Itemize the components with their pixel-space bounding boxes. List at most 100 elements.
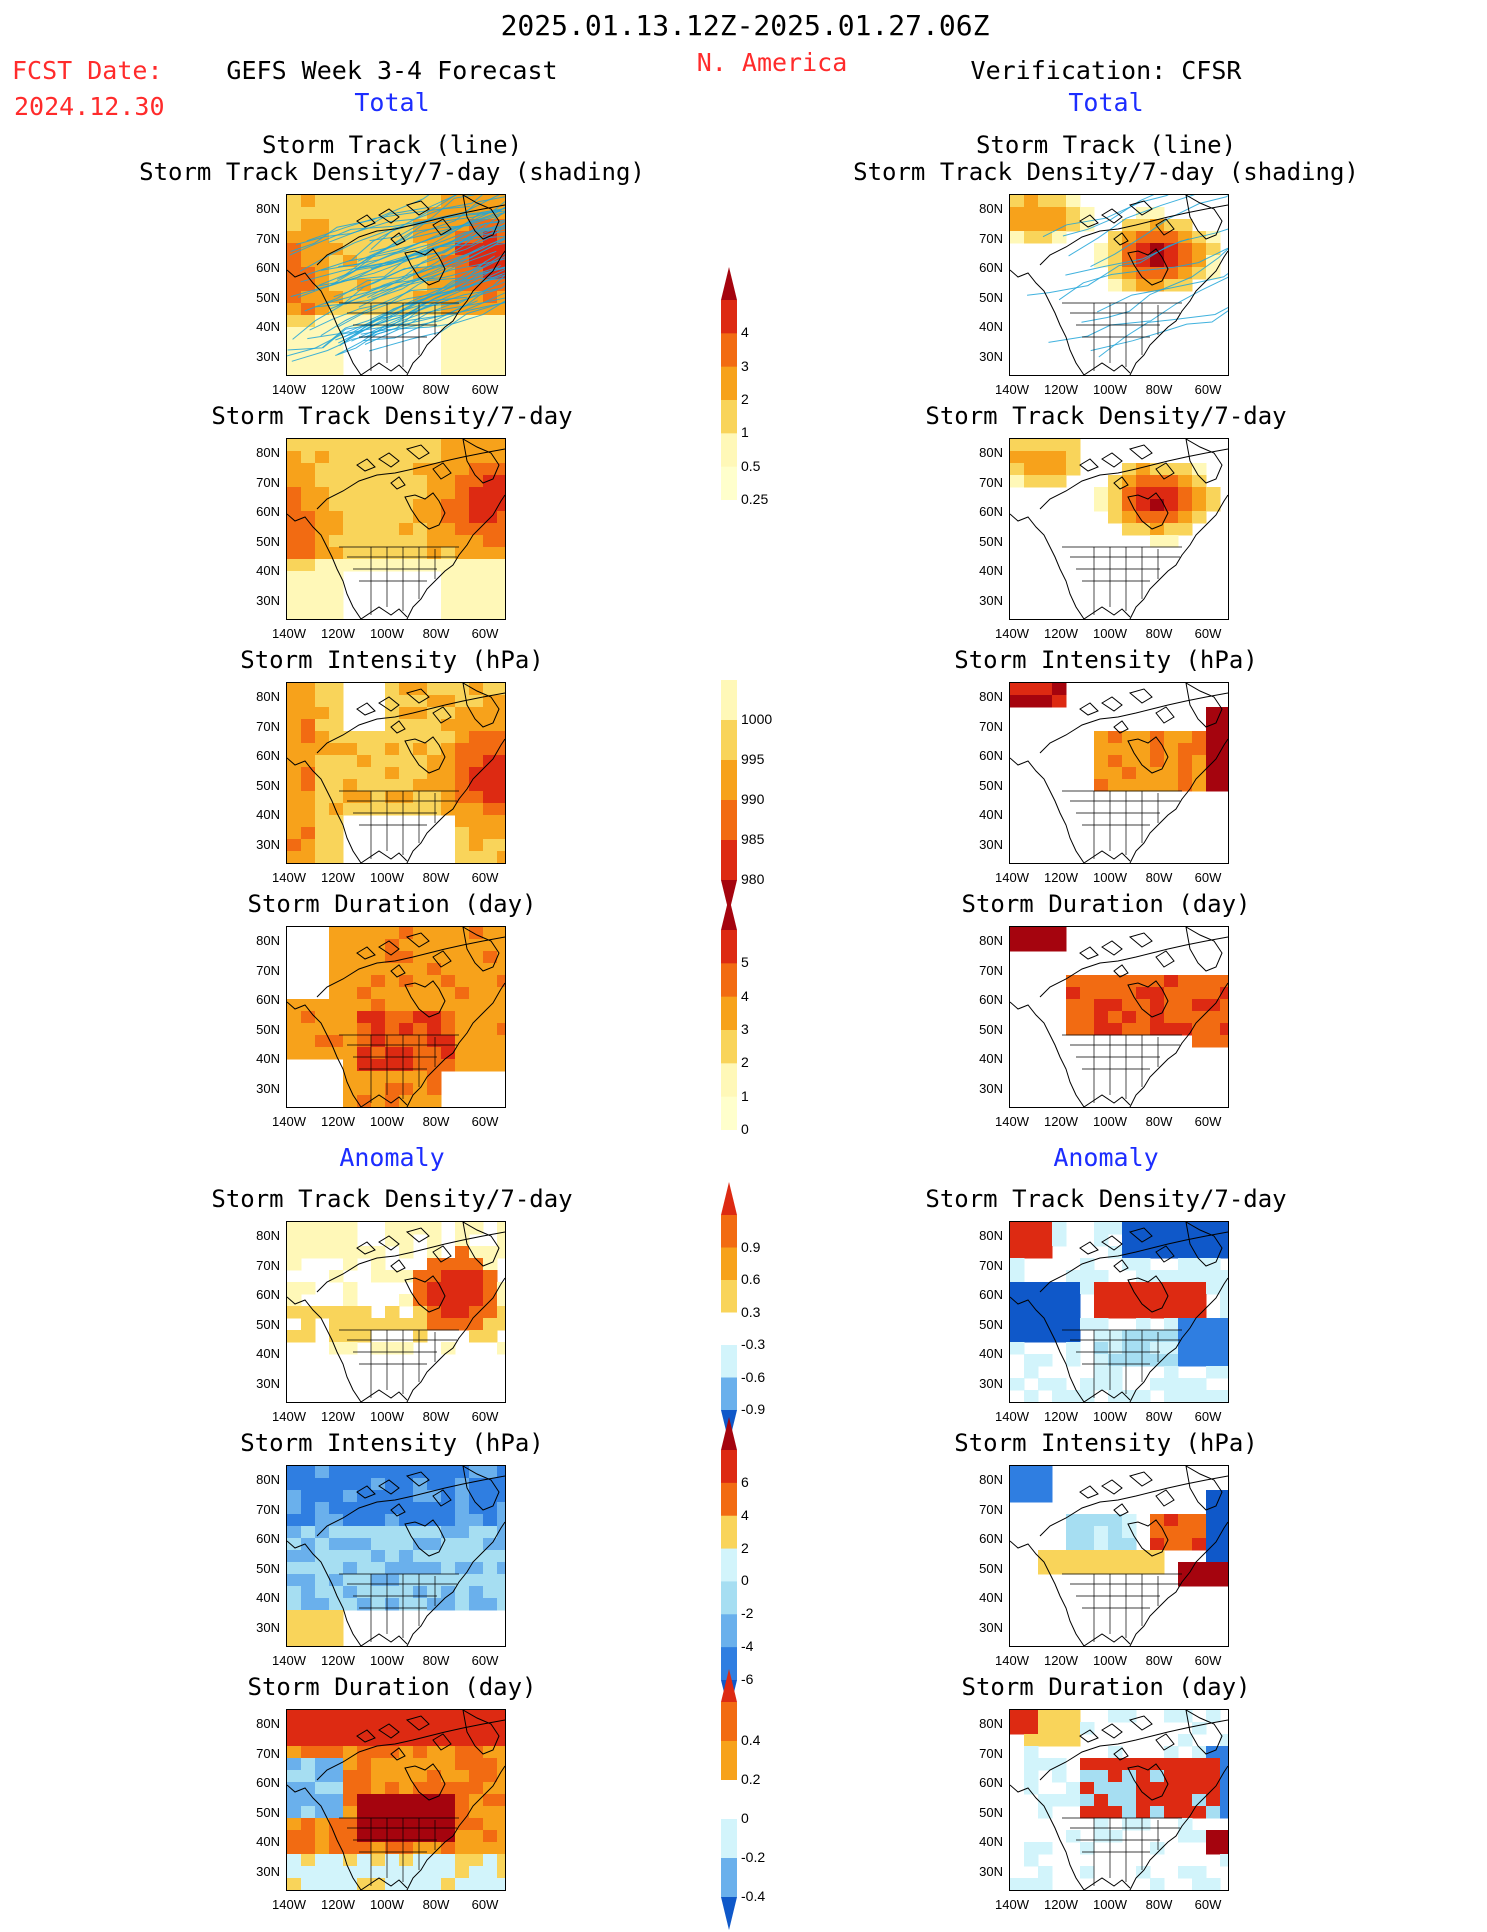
lat-tick-label: 60N — [256, 1531, 280, 1546]
lon-tick-label: 80W — [1145, 1409, 1173, 1424]
lat-tick-label: 30N — [256, 1080, 280, 1096]
lat-tick-label: 60N — [979, 504, 1003, 519]
colorbar-level-label: 0.9 — [741, 1238, 761, 1255]
lon-tick-label: 60W — [1194, 1653, 1222, 1668]
colorbar-level-label: 995 — [741, 751, 765, 767]
colorbar-level-label: 2 — [741, 1539, 749, 1556]
anomaly-label-left: Anomaly — [339, 1143, 445, 1172]
panel-title-duration-right: Storm Duration (day) — [961, 890, 1251, 918]
lat-tick-label: 50N — [979, 777, 1003, 793]
lat-tick-label: 80N — [256, 1716, 280, 1731]
colorbar-level-label: 3 — [741, 357, 749, 374]
map-track-cfsr — [1009, 194, 1229, 376]
lat-tick-label: 70N — [979, 962, 1003, 978]
lat-tick-label: 30N — [979, 1080, 1003, 1096]
lat-tick-label: 80N — [979, 1228, 1003, 1243]
map-intensity-cfsr — [1009, 682, 1229, 864]
lat-tick-label: 70N — [256, 1257, 280, 1273]
lon-tick-label: 60W — [1194, 870, 1222, 885]
colorbar-level-label: 0 — [741, 1572, 749, 1589]
lat-tick-label: 50N — [256, 289, 280, 305]
lat-tick-label: 40N — [256, 1346, 280, 1361]
lat-tick-label: 60N — [256, 1775, 280, 1790]
lat-tick-label: 70N — [256, 1501, 280, 1517]
lon-tick-label: 80W — [422, 1653, 450, 1668]
lat-tick-label: 30N — [979, 1863, 1003, 1879]
panel-title-density-right: Storm Track Density/7-day — [925, 402, 1287, 430]
colorbar-level-label: 990 — [741, 791, 765, 807]
lat-tick-label: 50N — [979, 1316, 1003, 1332]
lat-tick-label: 50N — [979, 1804, 1003, 1820]
lon-tick-label: 80W — [422, 626, 450, 641]
map-intensity-gefs — [286, 682, 506, 864]
lat-tick-label: 50N — [979, 533, 1003, 549]
lat-tick-label: 60N — [256, 748, 280, 763]
region-title: N. America — [696, 48, 848, 77]
lon-tick-label: 120W — [1044, 1409, 1078, 1424]
lon-tick-label: 140W — [272, 382, 306, 397]
lon-tick-label: 80W — [422, 1897, 450, 1912]
lat-tick-label: 40N — [979, 1834, 1003, 1849]
lon-tick-label: 80W — [422, 1114, 450, 1129]
lon-tick-label: 120W — [1044, 1653, 1078, 1668]
map-duration-anomaly-gefs — [286, 1709, 506, 1891]
lon-tick-label: 80W — [1145, 870, 1173, 885]
colorbar-level-label: 0.4 — [741, 1732, 761, 1748]
lat-tick-label: 30N — [979, 592, 1003, 608]
map-density-cfsr — [1009, 438, 1229, 620]
colorbar-level-label: 2 — [741, 391, 749, 407]
lon-tick-label: 120W — [321, 626, 355, 641]
colorbar-level-label: -0.2 — [741, 1849, 766, 1865]
total-label-right: Total — [1068, 88, 1144, 117]
colorbar-level-label: 985 — [741, 831, 765, 847]
date-range-title: 2025.01.13.12Z-2025.01.27.06Z — [500, 9, 990, 42]
lon-tick-label: 100W — [370, 1114, 404, 1129]
lat-tick-label: 80N — [979, 689, 1003, 704]
lat-tick-label: 80N — [979, 201, 1003, 216]
lon-tick-label: 100W — [1093, 1114, 1127, 1129]
colorbar-level-label: 3 — [741, 1021, 749, 1037]
colorbar-level-label: 980 — [741, 871, 765, 887]
lat-tick-label: 70N — [256, 718, 280, 734]
lat-tick-label: 80N — [256, 1228, 280, 1243]
lat-tick-label: 60N — [979, 748, 1003, 763]
lat-tick-label: 80N — [979, 445, 1003, 460]
colorbar-level-label: -2 — [741, 1605, 754, 1622]
lon-tick-label: 80W — [422, 1409, 450, 1424]
lat-tick-label: 30N — [256, 1375, 280, 1391]
panel-title-density-anom-left: Storm Track Density/7-day — [211, 1185, 573, 1213]
lon-tick-label: 60W — [1194, 1114, 1222, 1129]
panel-title-density-left: Storm Track Density/7-day — [211, 402, 573, 430]
lon-tick-label: 140W — [995, 1114, 1029, 1129]
panel-title-intensity-right: Storm Intensity (hPa) — [954, 646, 1258, 674]
fcst-date-label: FCST Date: — [12, 56, 163, 85]
panel-title-track-line-right: Storm Track (line) — [975, 131, 1237, 159]
lat-tick-label: 70N — [979, 474, 1003, 490]
lat-tick-label: 40N — [979, 319, 1003, 334]
colorbar-level-label: 0 — [741, 1810, 749, 1826]
colorbar-level-label: -0.4 — [741, 1888, 766, 1904]
lat-tick-label: 30N — [256, 1863, 280, 1879]
lon-tick-label: 100W — [1093, 1653, 1127, 1668]
lon-tick-label: 100W — [370, 382, 404, 397]
lon-tick-label: 80W — [1145, 626, 1173, 641]
lat-tick-label: 60N — [979, 1287, 1003, 1302]
colorbar-level-label: 4 — [741, 1506, 749, 1523]
colorbar-level-label: 0.6 — [741, 1271, 761, 1287]
colorbar-density-anomaly — [721, 1182, 737, 1443]
colorbar-level-label: 0.2 — [741, 1771, 761, 1787]
panel-title-track-shading-right: Storm Track Density/7-day (shading) — [853, 158, 1359, 186]
lat-tick-label: 40N — [256, 563, 280, 578]
total-label-left: Total — [354, 88, 430, 117]
colorbar-level-label: -0.6 — [741, 1368, 766, 1385]
lon-tick-label: 60W — [1194, 1897, 1222, 1912]
lon-tick-label: 140W — [272, 1114, 306, 1129]
lat-tick-label: 70N — [979, 1501, 1003, 1517]
lat-tick-label: 50N — [979, 1560, 1003, 1576]
lat-tick-label: 30N — [979, 348, 1003, 364]
lat-tick-label: 80N — [256, 933, 280, 948]
lon-tick-label: 100W — [370, 1409, 404, 1424]
lat-tick-label: 80N — [256, 1472, 280, 1487]
lon-tick-label: 60W — [1194, 1409, 1222, 1424]
lat-tick-label: 30N — [256, 836, 280, 852]
